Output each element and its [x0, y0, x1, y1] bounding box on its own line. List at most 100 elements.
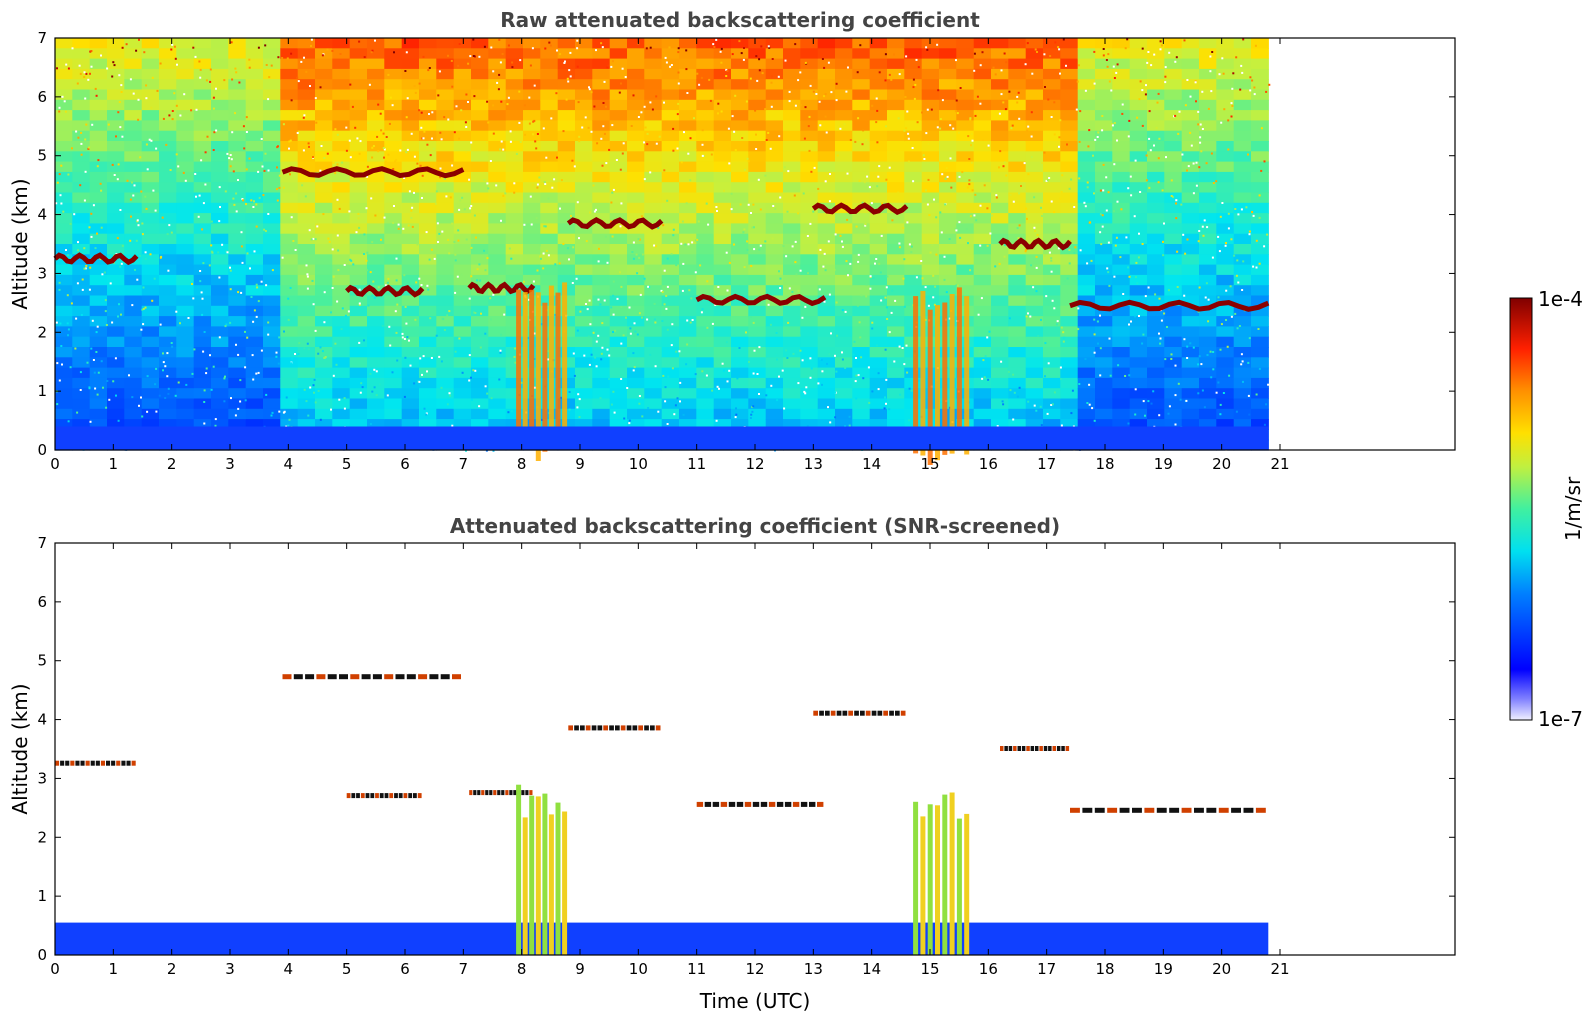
raw-cell — [1077, 244, 1096, 255]
noise-speck — [543, 181, 546, 184]
raw-cell — [107, 141, 125, 152]
noise-speck — [343, 407, 346, 410]
raw-cell — [1164, 254, 1183, 266]
raw-cell — [921, 295, 940, 307]
raw-cell — [1199, 141, 1217, 152]
noise-speck — [522, 280, 525, 283]
raw-cell — [1025, 79, 1044, 91]
raw-cell — [263, 110, 281, 121]
noise-speck — [230, 41, 233, 44]
noise-speck — [827, 61, 830, 64]
raw-cell — [384, 408, 403, 420]
raw-cell — [1164, 99, 1183, 111]
raw-cell — [1164, 419, 1183, 430]
raw-cell — [1164, 141, 1183, 152]
raw-cell — [228, 223, 247, 235]
raw-cell — [1025, 274, 1044, 286]
noise-speck — [314, 401, 317, 404]
raw-cell — [453, 274, 472, 286]
noise-speck — [210, 244, 213, 247]
raw-cell — [419, 89, 437, 101]
raw-cell — [817, 408, 836, 420]
raw-cell — [124, 151, 143, 163]
raw-cell — [939, 120, 957, 132]
noise-speck — [767, 45, 770, 48]
noise-speck — [175, 104, 178, 107]
noise-speck — [246, 336, 249, 339]
noise-speck — [244, 366, 247, 369]
raw-cell — [869, 110, 888, 121]
noise-speck — [486, 182, 489, 185]
raw-cell — [627, 367, 645, 379]
noise-speck — [310, 45, 312, 47]
raw-cell — [280, 326, 299, 338]
raw-cell — [124, 326, 143, 338]
raw-cell — [973, 192, 992, 204]
raw-cell — [1112, 182, 1131, 194]
raw-cell — [835, 79, 853, 91]
raw-cell — [1251, 367, 1269, 379]
raw-cell — [297, 223, 316, 235]
noise-speck — [1237, 281, 1240, 284]
raw-cell — [280, 244, 299, 255]
noise-speck — [381, 324, 384, 327]
raw-cell — [471, 419, 489, 430]
raw-cell — [1199, 130, 1217, 142]
raw-cell — [1077, 68, 1096, 80]
noise-speck — [758, 58, 761, 61]
noise-speck — [528, 298, 531, 301]
noise-speck — [982, 138, 984, 141]
raw-cell — [1164, 120, 1183, 132]
noise-speck — [367, 122, 370, 125]
noise-speck — [922, 154, 925, 157]
raw-cell — [1025, 305, 1044, 317]
raw-cell — [315, 141, 333, 152]
noise-speck — [1240, 64, 1243, 67]
raw-cell — [228, 171, 247, 183]
noise-speck — [238, 81, 241, 84]
raw-cell — [55, 130, 73, 142]
raw-cell — [124, 398, 143, 410]
noise-speck — [660, 289, 663, 292]
noise-speck — [86, 361, 89, 364]
raw-cell — [107, 48, 125, 60]
raw-cell — [575, 151, 593, 163]
raw-cell — [141, 202, 160, 214]
raw-cell — [176, 264, 195, 276]
noise-speck — [753, 248, 756, 251]
raw-cell — [1008, 99, 1027, 111]
raw-cell — [124, 377, 143, 389]
noise-speck — [686, 343, 689, 346]
noise-speck — [946, 401, 949, 404]
raw-cell — [1181, 254, 1200, 266]
noise-speck — [365, 207, 368, 210]
raw-cell — [696, 244, 715, 255]
raw-cell — [973, 254, 992, 266]
noise-speck — [499, 61, 502, 64]
noise-speck — [1026, 129, 1029, 132]
noise-speck — [1030, 156, 1033, 159]
raw-cell — [245, 377, 264, 389]
noise-speck — [845, 90, 848, 93]
raw-cell — [609, 68, 628, 80]
raw-cell — [956, 171, 975, 183]
raw-cell — [1199, 151, 1217, 163]
raw-cell — [835, 367, 853, 379]
noise-speck — [666, 257, 669, 260]
noise-speck — [1093, 333, 1096, 336]
raw-cell — [921, 285, 940, 297]
raw-cell — [783, 233, 801, 245]
raw-cell — [55, 347, 73, 358]
noise-speck — [983, 184, 986, 187]
noise-speck — [373, 368, 376, 371]
noise-speck — [499, 148, 502, 151]
raw-cell — [1112, 295, 1131, 307]
noise-speck — [888, 166, 891, 169]
raw-cell — [835, 161, 853, 173]
noise-speck — [1164, 358, 1167, 361]
raw-cell — [627, 408, 645, 420]
raw-cell — [1129, 161, 1148, 173]
noise-speck — [612, 294, 615, 297]
noise-speck — [270, 64, 273, 67]
raw-cell — [644, 151, 663, 163]
